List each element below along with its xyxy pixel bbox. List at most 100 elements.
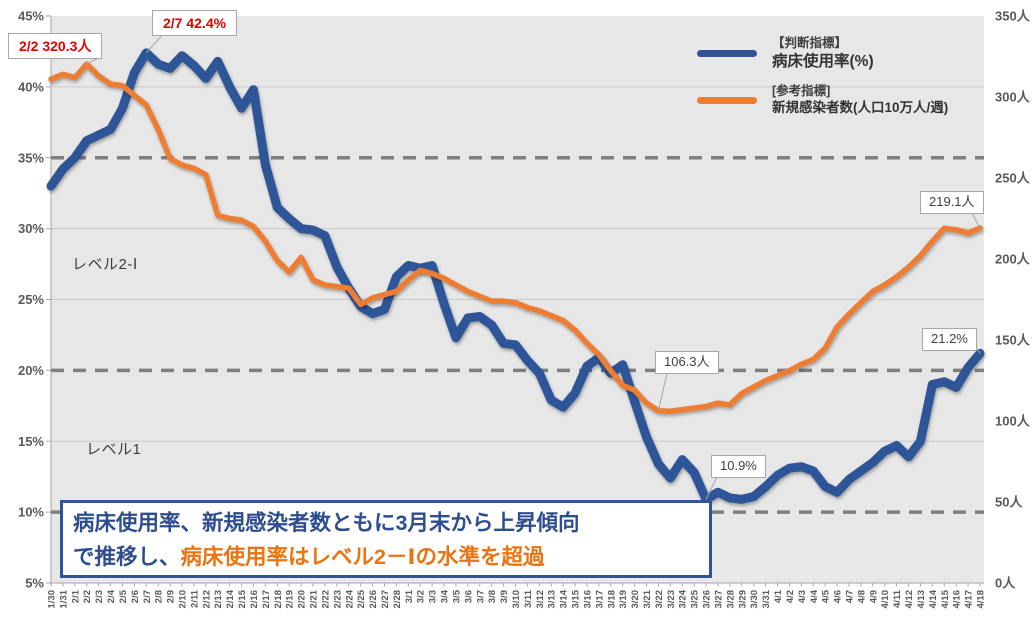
x-axis-label: 2/9 — [166, 590, 177, 603]
legend-text-bed-usage: 【判断指標】 病床使用率(%) — [772, 36, 874, 71]
x-axis-label: 4/11 — [892, 589, 903, 608]
x-axis-label: 2/24 — [344, 589, 355, 608]
x-axis-label: 3/16 — [582, 590, 593, 609]
x-axis-label: 3/18 — [606, 590, 617, 609]
y-axis-left-label: 40% — [18, 79, 44, 94]
x-axis-label: 4/8 — [856, 590, 867, 603]
x-axis-label: 4/13 — [916, 590, 927, 609]
legend-item-bed-usage: 【判断指標】 病床使用率(%) — [697, 36, 948, 71]
x-axis-label: 3/14 — [559, 589, 570, 608]
legend-tag-reference: [参考指標] — [772, 84, 831, 98]
x-axis-label: 4/15 — [940, 589, 951, 608]
summary-message-box: 病床使用率、新規感染者数ともに3月末から上昇傾向 で推移し、病床使用率はレベル2… — [60, 500, 712, 578]
bed-usage-line-swatch — [697, 50, 757, 57]
bed-usage-line — [46, 48, 985, 504]
x-axis-label: 4/1 — [773, 589, 784, 603]
annotation-min-new-cases: 106.3人 — [655, 351, 719, 374]
x-axis-label: 2/18 — [273, 590, 284, 609]
x-axis-label: 3/22 — [654, 590, 665, 609]
summary-line2-blue: で推移し、 — [73, 545, 181, 570]
x-axis-label: 2/17 — [261, 590, 272, 609]
legend-text-new-cases: [参考指標] 新規感染者数(人口10万人/週) — [772, 84, 948, 117]
summary-line2-orange: 病床使用率はレベル2－Ⅰの水準を超過 — [180, 545, 545, 570]
y-axis-right-label: 250人 — [995, 171, 1031, 186]
x-axis-label: 2/16 — [249, 590, 260, 609]
y-axis-right-label: 150人 — [995, 333, 1031, 348]
x-axis-label: 2/19 — [285, 590, 296, 609]
y-axis-right-label: 350人 — [995, 9, 1031, 24]
x-axis-label: 3/3 — [428, 590, 439, 603]
x-axis-label: 3/5 — [451, 589, 462, 603]
annotation-leader — [971, 212, 981, 229]
x-axis-label: 3/21 — [642, 589, 653, 608]
x-axis-label: 4/18 — [976, 590, 987, 609]
x-axis-label: 2/3 — [94, 590, 105, 603]
level1-label: レベル1 — [86, 441, 142, 458]
annotation-latest-bed-usage: 21.2% — [922, 328, 977, 351]
x-axis-label: 2/13 — [213, 590, 224, 609]
level2-1-label: レベル2-Ⅰ — [72, 256, 138, 273]
x-axis-label: 2/8 — [154, 590, 165, 603]
x-axis-label: 1/31 — [58, 589, 69, 608]
annotation-latest-new-cases: 219.1人 — [920, 191, 984, 214]
x-axis-label: 2/22 — [320, 590, 331, 609]
annotation-leader — [657, 372, 668, 411]
y-axis-left-label: 10% — [18, 505, 44, 520]
x-axis-label: 3/26 — [702, 590, 713, 609]
legend-label-bed-usage: 病床使用率(%) — [772, 52, 874, 70]
x-axis-label: 4/4 — [809, 589, 820, 603]
x-axis-label: 2/28 — [392, 590, 403, 609]
x-axis-label: 2/20 — [297, 590, 308, 609]
y-axis-right-label: 300人 — [995, 90, 1031, 105]
x-axis-label: 3/7 — [475, 590, 486, 603]
annotation-leader — [705, 476, 718, 500]
x-axis-label: 3/6 — [463, 590, 474, 603]
x-axis-label: 2/1 — [70, 589, 81, 603]
y-axis-left-label: 5% — [25, 576, 44, 591]
x-axis-label: 3/30 — [749, 590, 760, 609]
x-axis-label: 2/14 — [225, 589, 236, 608]
x-axis-label: 3/29 — [737, 590, 748, 609]
x-axis-label: 2/2 — [82, 590, 93, 603]
y-axis-right-label: 0人 — [995, 576, 1016, 591]
x-axis-label: 3/20 — [630, 590, 641, 609]
x-axis-label: 3/23 — [666, 590, 677, 609]
x-axis-label: 3/4 — [440, 589, 451, 603]
x-axis-label: 4/10 — [880, 590, 891, 609]
x-axis-label: 2/23 — [332, 590, 343, 609]
annotation-peak-new-cases: 2/2 320.3人 — [8, 33, 103, 60]
annotation-min-bed-usage: 10.9% — [711, 455, 766, 478]
annotation-peak-bed-usage: 2/7 42.4% — [152, 10, 238, 37]
y-axis-right-label: 50人 — [995, 495, 1023, 510]
x-axis-label: 4/6 — [833, 590, 844, 603]
y-axis-right-label: 100人 — [995, 414, 1031, 429]
x-axis-label: 3/28 — [725, 590, 736, 609]
x-axis-label: 4/16 — [952, 590, 963, 609]
x-axis-label: 2/12 — [201, 590, 212, 609]
x-axis-label: 3/8 — [487, 590, 498, 603]
x-axis-label: 3/24 — [678, 589, 689, 608]
x-axis-label: 2/7 — [142, 590, 153, 603]
x-axis-label: 3/13 — [547, 590, 558, 609]
x-axis-label: 4/9 — [868, 590, 879, 603]
x-axis-label: 3/31 — [761, 589, 772, 608]
annotation-leader — [977, 349, 981, 354]
summary-line1: 病床使用率、新規感染者数ともに3月末から上昇傾向 — [73, 511, 580, 535]
x-axis-label: 2/6 — [130, 590, 141, 603]
x-axis-label: 4/17 — [964, 590, 975, 609]
x-axis-label: 4/7 — [844, 590, 855, 603]
x-axis-label: 3/10 — [511, 590, 522, 609]
x-axis-label: 2/5 — [118, 589, 129, 603]
x-axis-label: 2/4 — [106, 589, 117, 603]
x-axis-label: 2/21 — [309, 589, 320, 608]
x-axis-label: 4/2 — [785, 590, 796, 603]
legend-label-new-cases: 新規感染者数(人口10万人/週) — [772, 99, 949, 115]
x-axis-label: 3/27 — [713, 590, 724, 609]
y-axis-left-label: 35% — [18, 150, 44, 165]
x-axis-label: 2/15 — [237, 589, 248, 608]
x-axis-label: 4/12 — [904, 590, 915, 609]
legend: 【判断指標】 病床使用率(%) [参考指標] 新規感染者数(人口10万人/週) — [697, 36, 948, 130]
y-axis-right-label: 200人 — [995, 252, 1031, 267]
